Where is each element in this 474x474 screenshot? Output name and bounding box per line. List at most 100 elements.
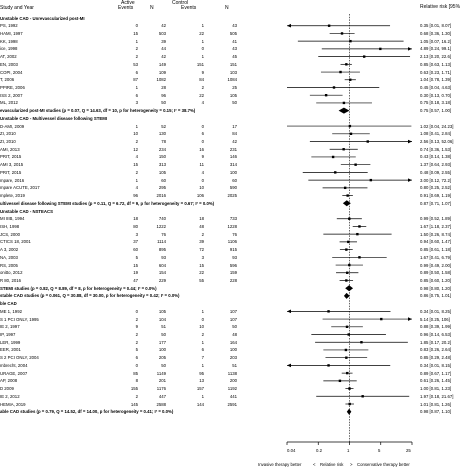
control-n-cell: 50 xyxy=(232,324,237,330)
active-events-cell: 8 xyxy=(135,378,138,384)
point-estimate xyxy=(380,317,383,321)
rr-ci-cell: 1.85 [0.17, 20.2] xyxy=(420,339,452,345)
subgroup-summary-label: ultivessel disease following STEMI studi… xyxy=(0,200,215,206)
active-n-cell: 1222 xyxy=(156,223,166,229)
active-events-cell: 1 xyxy=(135,38,138,44)
rr-ci-cell: 0.86 [0.75, 1.01] xyxy=(420,293,452,299)
control-n-cell: 41 xyxy=(232,38,237,44)
active-events-cell: 145 xyxy=(130,401,138,407)
point-estimate xyxy=(358,256,361,259)
active-n-cell: 503 xyxy=(158,30,166,36)
active-events-cell: 6 xyxy=(135,355,138,361)
point-estimate xyxy=(339,70,342,74)
point-estimate xyxy=(358,225,361,228)
rr-ci-cell: 2.13 [0.20, 22.6] xyxy=(420,54,452,60)
active-n-cell: 60 xyxy=(161,177,166,183)
study-label: LER, 1999 xyxy=(0,339,21,345)
point-estimate xyxy=(340,32,344,35)
active-n-cell: 105 xyxy=(158,169,166,175)
control-n-cell: 45 xyxy=(232,54,237,60)
control-events-cell: 84 xyxy=(199,77,204,83)
active-n-cell: 96 xyxy=(161,92,166,98)
point-estimate xyxy=(345,325,349,328)
control-events-cell: 48 xyxy=(199,223,204,229)
pooled-diamond xyxy=(338,107,350,114)
rr-ci-cell: 0.63 [0.23, 1.71] xyxy=(420,69,452,75)
control-events-cell: 72 xyxy=(199,247,204,253)
active-events-cell: 3 xyxy=(135,100,138,106)
active-n-cell: 205 xyxy=(158,355,166,361)
active-n-cell: 1114 xyxy=(157,239,166,245)
active-events-cell: 15 xyxy=(133,262,138,268)
column-header-active: Active xyxy=(121,0,135,6)
active-events-cell: 19 xyxy=(133,270,138,276)
active-events-cell: 37 xyxy=(133,239,138,245)
active-events-cell: 60 xyxy=(133,247,138,253)
study-label: EER, 2001 xyxy=(0,347,21,353)
control-events-cell: 7 xyxy=(201,355,204,361)
active-events-cell: 4 xyxy=(135,185,138,191)
active-events-cell: 80 xyxy=(133,223,138,229)
study-label: S 2 PCI ONLY, 2004 xyxy=(0,355,39,361)
active-n-cell: 447 xyxy=(158,393,166,399)
point-estimate xyxy=(356,232,359,236)
control-events-cell: 0 xyxy=(201,177,204,183)
point-estimate xyxy=(346,271,349,274)
active-events-cell: 2 xyxy=(135,339,138,345)
rr-ci-cell: 0.85 [0.61, 1.18] xyxy=(420,247,452,253)
control-n-cell: 51 xyxy=(232,362,237,368)
active-events-cell: 2 xyxy=(135,46,138,52)
control-n-cell: 43 xyxy=(232,23,237,29)
rr-ci-cell: 0.99 [0.52, 1.89] xyxy=(420,216,452,222)
control-n-cell: 1138 xyxy=(227,370,237,376)
point-estimate xyxy=(347,240,350,244)
study-label: T, 2006 xyxy=(0,77,15,83)
point-estimate xyxy=(345,356,348,359)
point-estimate xyxy=(327,310,330,313)
rr-ci-cell: 0.85 [0.63, 1.13] xyxy=(420,61,452,67)
control-n-cell: 159 xyxy=(229,270,237,276)
study-label: AMI 3, 2015 xyxy=(0,162,24,168)
rr-ci-cell: 0.30 [0.13, 0.70] xyxy=(420,92,452,98)
active-n-cell: 78 xyxy=(161,139,166,145)
control-n-cell: 1106 xyxy=(227,239,237,245)
active-n-cell: 109 xyxy=(158,69,166,75)
active-events-cell: 1 xyxy=(135,177,138,183)
study-label: ice, 1998 xyxy=(0,46,18,52)
rr-ci-cell: 0.85 [0.29, 2.48] xyxy=(420,355,452,361)
control-events-cell: 16 xyxy=(199,146,204,152)
point-estimate xyxy=(354,163,357,166)
point-estimate xyxy=(332,86,336,89)
control-n-cell: 93 xyxy=(232,254,237,260)
axis-label: Relative risk xyxy=(320,462,344,467)
active-events-cell: 12 xyxy=(133,146,138,152)
active-events-cell: 15 xyxy=(133,162,138,168)
rr-ci-cell: 1.00 [0.81, 1.23] xyxy=(420,386,452,392)
rr-ci-cell: 1.04 [0.78, 1.39] xyxy=(420,77,452,83)
active-n-cell: 604 xyxy=(158,262,166,268)
active-n-cell: 895 xyxy=(158,247,166,253)
rr-ci-cell: 0.91 [0.69, 1.19] xyxy=(420,193,452,199)
active-n-cell: 177 xyxy=(158,339,166,345)
control-events-cell: 4 xyxy=(201,169,204,175)
point-estimate xyxy=(334,171,337,174)
active-events-cell: 9 xyxy=(135,324,138,330)
active-n-cell: 76 xyxy=(161,231,166,237)
active-events-cell: 2 xyxy=(135,332,138,338)
control-events-cell: 0 xyxy=(201,316,204,322)
active-n-cell: 51 xyxy=(161,324,166,330)
subgroup-title: Unstable CAD - NSTEACS xyxy=(0,208,53,214)
ci-arrow-left xyxy=(287,363,291,368)
active-events-cell: 1 xyxy=(135,123,138,129)
active-n-cell: 201 xyxy=(158,378,166,384)
control-n-cell: 100 xyxy=(229,169,237,175)
active-events-cell: 2 xyxy=(135,169,138,175)
active-events-cell: 3 xyxy=(135,231,138,237)
rr-ci-cell: 0.34 [0.01, 8.25] xyxy=(420,308,452,314)
rr-ci-cell: 0.75 [0.57, 1.00] xyxy=(420,108,452,114)
active-n-cell: 50 xyxy=(161,362,166,368)
control-events-cell: 11 xyxy=(199,162,204,168)
point-estimate xyxy=(338,379,342,383)
point-estimate xyxy=(347,333,350,336)
